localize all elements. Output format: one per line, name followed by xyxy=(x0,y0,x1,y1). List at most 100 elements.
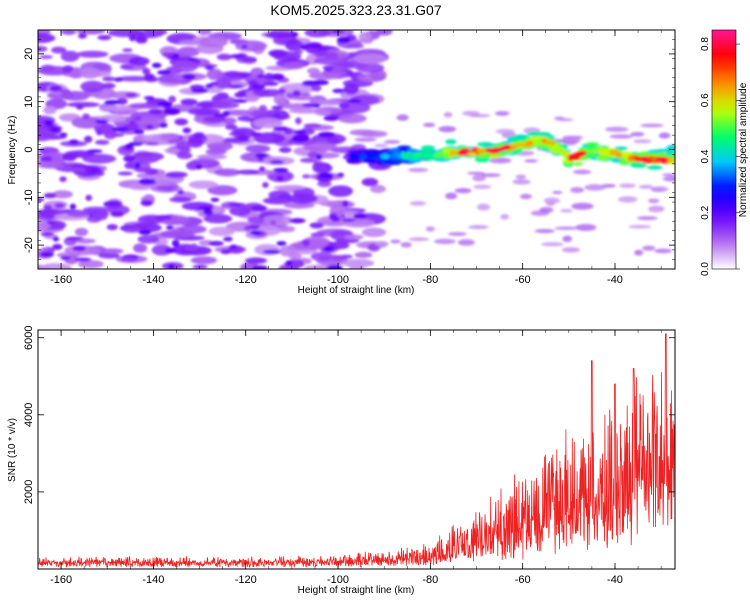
heatmap-cell xyxy=(138,178,156,186)
heatmap-cell xyxy=(151,62,162,68)
heatmap-cell xyxy=(235,40,268,52)
heatmap-cell xyxy=(367,153,375,158)
x-tick-label: -120 xyxy=(235,574,257,586)
heatmap-cell xyxy=(251,83,266,90)
heatmap-cell xyxy=(171,239,180,247)
heatmap-cell xyxy=(171,60,198,73)
heatmap-cell xyxy=(164,148,180,154)
heatmap-cell xyxy=(438,125,457,133)
heatmap-cell xyxy=(193,132,205,139)
heatmap-cell xyxy=(312,161,326,172)
heatmap-cell xyxy=(98,253,120,259)
snr-axes: -160 -140 -120 -100 -80 -60 -40 2000 4000 6000 xyxy=(23,325,675,586)
heatmap-cell xyxy=(349,129,377,136)
heatmap-cell xyxy=(43,204,52,210)
heatmap-cell xyxy=(630,131,645,137)
heatmap-cell xyxy=(82,206,111,213)
heatmap-cell xyxy=(257,157,265,162)
heatmap-cell xyxy=(54,202,65,209)
heatmap-cell xyxy=(60,255,71,261)
heatmap-cell xyxy=(515,141,526,148)
heatmap-cell xyxy=(638,184,654,189)
heatmap-cell xyxy=(229,244,238,250)
heatmap-cell xyxy=(294,117,302,124)
heatmap-cell xyxy=(374,143,388,148)
heatmap-cell xyxy=(273,185,306,191)
heatmap-cell xyxy=(205,83,214,89)
heatmap-cell xyxy=(347,98,362,103)
heatmap-cell xyxy=(474,156,490,163)
heatmap-cell xyxy=(236,169,260,175)
heatmap-cell xyxy=(592,148,602,153)
heatmap-cell xyxy=(187,57,197,62)
heatmap-cell xyxy=(211,95,224,102)
heatmap-cell xyxy=(567,156,575,162)
heatmap-cell xyxy=(633,139,652,144)
heatmap-cell xyxy=(315,154,323,161)
heatmap-cell xyxy=(406,148,418,152)
heatmap-cell xyxy=(209,142,229,149)
heatmap-cell xyxy=(134,115,142,121)
heatmap-cell xyxy=(52,243,63,250)
heatmap-cell xyxy=(278,194,292,199)
heatmap-cell xyxy=(323,66,334,71)
heatmap-cell xyxy=(409,201,427,206)
heatmap-cell xyxy=(225,70,241,78)
heatmap-cell xyxy=(468,225,489,230)
heatmap-cell xyxy=(66,101,100,108)
heatmap-cell xyxy=(655,148,671,153)
heatmap-cell xyxy=(380,153,390,160)
heatmap-cell xyxy=(276,175,284,182)
heatmap-cell xyxy=(344,234,364,240)
heatmap-cell xyxy=(252,89,285,97)
heatmap-cell xyxy=(160,101,172,106)
heatmap-cell xyxy=(489,157,512,164)
heatmap-cell xyxy=(400,242,412,248)
heatmap-cell xyxy=(314,109,332,116)
heatmap-cell xyxy=(302,103,317,108)
heatmap-cell xyxy=(151,244,172,256)
heatmap-cell xyxy=(524,159,538,163)
heatmap-cell xyxy=(445,192,458,200)
heatmap-cell xyxy=(60,30,77,35)
heatmap-cell xyxy=(189,158,220,169)
heatmap-cell xyxy=(571,202,594,210)
heatmap-cell xyxy=(545,140,557,146)
heatmap-cell xyxy=(317,172,334,179)
y-tick-label: 10 xyxy=(23,96,35,108)
heatmap-cell xyxy=(443,111,453,118)
heatmap-cell xyxy=(214,168,241,177)
heatmap-cell xyxy=(618,196,638,203)
heatmap-cell xyxy=(262,249,281,254)
heatmap-cell xyxy=(74,227,89,237)
heatmap-cell xyxy=(322,246,335,252)
heatmap-cell xyxy=(190,256,218,265)
heatmap-cell xyxy=(206,68,223,81)
x-tick-label: -60 xyxy=(515,274,531,286)
heatmap-cell xyxy=(252,117,284,129)
heatmap-cell xyxy=(445,139,457,145)
x-tick-label: -40 xyxy=(607,574,623,586)
heatmap-cell xyxy=(287,193,318,204)
heatmap-cell xyxy=(143,96,155,100)
heatmap-cell xyxy=(203,116,227,123)
heatmap-cell xyxy=(243,225,252,231)
heatmap-cell xyxy=(269,30,278,37)
heatmap-cell xyxy=(662,176,675,182)
heatmap-cell xyxy=(310,232,326,238)
heatmap-cell xyxy=(138,229,152,235)
y-tick-label: -10 xyxy=(23,189,35,205)
heatmap-cell xyxy=(302,174,311,179)
heatmap-cell xyxy=(355,63,385,73)
heatmap-cell xyxy=(299,157,318,163)
heatmap-cell xyxy=(332,88,346,94)
heatmap-cell xyxy=(102,76,116,82)
heatmap-cell xyxy=(557,118,574,122)
heatmap-cell xyxy=(245,257,268,264)
heatmap-cell xyxy=(667,144,675,150)
heatmap-cell xyxy=(189,84,205,90)
heatmap-cell xyxy=(177,46,200,57)
heatmap-cell xyxy=(330,255,346,261)
